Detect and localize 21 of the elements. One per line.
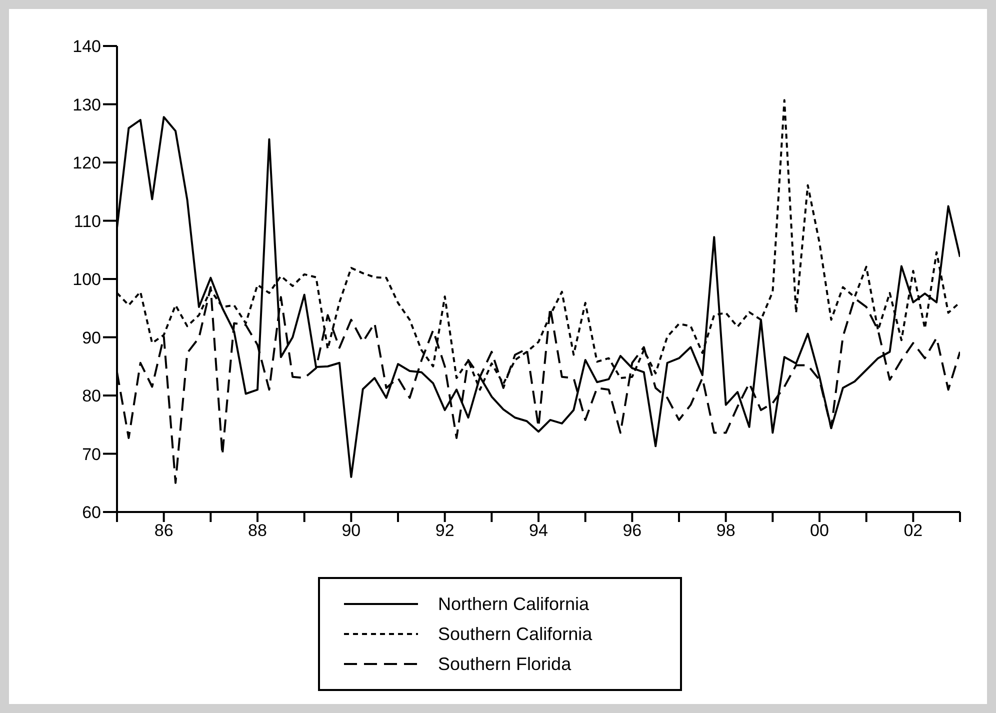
x-tick-label: 02 [904,521,923,540]
x-tick-label: 94 [529,521,548,540]
x-tick-label: 98 [716,521,736,540]
y-tick-label: 90 [82,328,101,348]
legend-label: Northern California [438,594,590,614]
y-tick-label: 130 [72,95,101,114]
x-tick-label: 90 [342,521,361,540]
y-tick-label: 60 [82,503,101,522]
x-tick-label: 92 [435,521,454,540]
legend-label: Southern Florida [438,654,572,674]
x-tick-label: 86 [154,521,174,540]
y-tick-label: 120 [72,154,101,173]
legend-label: Southern California [438,624,592,644]
x-tick-label: 00 [810,521,829,540]
y-tick-label: 80 [82,386,101,406]
y-tick-label: 70 [82,444,101,464]
y-tick-label: 140 [72,37,101,56]
x-tick-label: 96 [622,521,642,540]
y-tick-label: 110 [74,212,101,231]
y-tick-label: 100 [72,270,101,290]
x-tick-label: 88 [248,521,267,540]
